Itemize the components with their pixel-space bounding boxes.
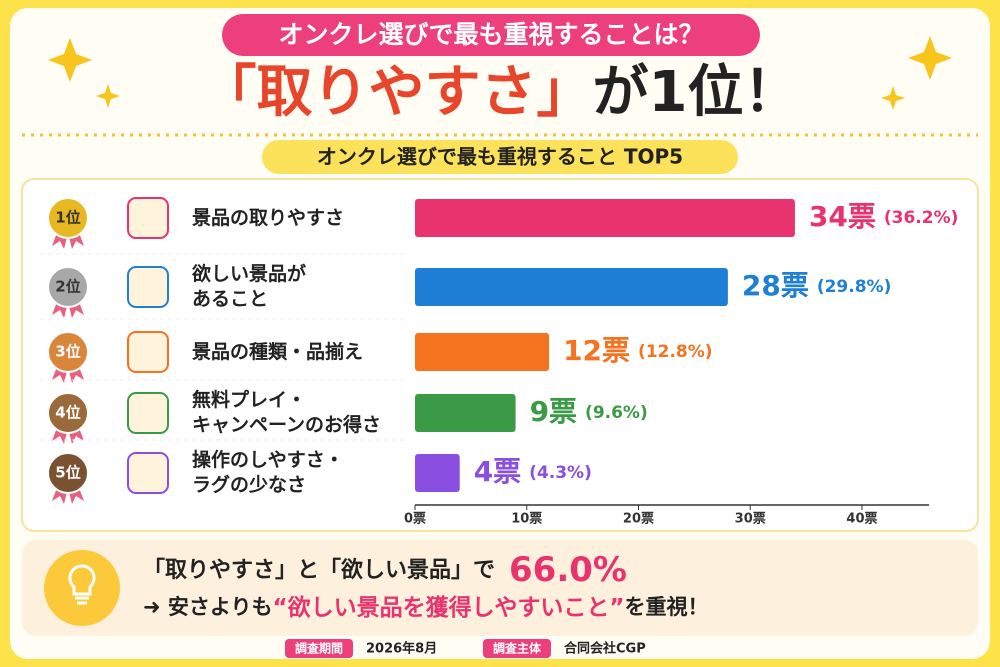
bulb-glyph [68, 564, 96, 605]
category-label: 景品の取りやすさ [192, 206, 345, 229]
footer-value: 2026年8月 [366, 641, 437, 657]
x-tick-label: 20票 [623, 511, 654, 527]
bar [415, 268, 728, 306]
category-icon [127, 266, 169, 308]
category-icon [127, 452, 169, 494]
value-label: 34票 (36.2%) [809, 200, 959, 233]
value-label: 4票 (4.3%) [474, 455, 592, 488]
rank-label: 5位 [55, 464, 80, 482]
bulb-icon [44, 550, 120, 626]
category-icon [127, 331, 169, 373]
medal [47, 331, 89, 373]
footer-pill [483, 639, 551, 658]
share-text: (36.2%) [884, 208, 959, 228]
summary-line1: 「取りやすさ」と「欲しい景品」で 66.0% [143, 550, 627, 590]
value-label: 28票 (29.8%) [742, 269, 892, 302]
medal [47, 266, 89, 308]
medal [47, 392, 89, 434]
chart-title: オンクレ選びで最も重視すること TOP5 [317, 145, 683, 169]
bar [415, 199, 795, 237]
headline-rest: が1位！ [593, 60, 800, 125]
summary-highlight: 66.0% [509, 550, 627, 590]
footer-label: 調査主体 [493, 641, 542, 656]
summary-panel [22, 540, 978, 636]
share-text: (4.3%) [529, 463, 592, 483]
share-text: (29.8%) [817, 277, 892, 297]
category-label: 操作のしやすさ・ ラグの少なさ [192, 449, 344, 496]
category-icon [127, 197, 169, 239]
category-label: 景品の種類・品揃え [192, 340, 364, 363]
summary-quote: “欲しい景品を獲得しやすいこと” [273, 594, 625, 621]
category-icon [127, 392, 169, 434]
banner-text: オンクレ選びで最も重視することは？ [278, 20, 703, 49]
summary-text: を重視！ [625, 595, 709, 619]
category-label: 無料プレイ・ キャンペーンのお得さ [192, 389, 382, 436]
headline-highlight: 「取りやすさ」 [201, 60, 593, 125]
rank-label: 3位 [55, 343, 80, 361]
value-text: 12票 [563, 334, 630, 367]
value-text: 9票 [530, 395, 577, 428]
share-text: (9.6%) [585, 403, 648, 423]
bar [415, 454, 460, 492]
bar [415, 333, 550, 371]
footer-value: 合同会社CGP [564, 641, 646, 657]
value-label: 12票 (12.8%) [563, 334, 713, 367]
share-text: (12.8%) [638, 342, 713, 362]
x-tick-label: 40票 [846, 511, 877, 527]
sparkles [48, 36, 952, 110]
footer-pill [285, 639, 353, 658]
medal [47, 452, 89, 494]
value-text: 34票 [809, 200, 876, 233]
summary-line2: ➜ 安さよりも“欲しい景品を獲得しやすいこと”を重視！ [143, 594, 709, 621]
category-label: 欲しい景品が あること [192, 263, 307, 310]
x-tick-label: 30票 [735, 511, 766, 527]
rank-label: 2位 [55, 278, 80, 296]
headline: 「取りやすさ」が1位！ [201, 60, 800, 125]
subtitle-pill [262, 140, 738, 174]
x-tick-label: 10票 [511, 511, 542, 527]
value-text: 4票 [474, 455, 521, 488]
medal [47, 197, 89, 239]
rank-label: 4位 [55, 404, 80, 422]
x-tick-label: 0票 [404, 511, 426, 527]
summary-text: ➜ 安さよりも [143, 595, 273, 619]
banner [222, 14, 760, 56]
rank-label: 1位 [55, 209, 80, 227]
summary-text: 「取りやすさ」と「欲しい景品」で [143, 557, 495, 583]
value-label: 9票 (9.6%) [530, 395, 648, 428]
bar [415, 394, 516, 432]
footer-label: 調査期間 [295, 641, 343, 656]
value-text: 28票 [742, 269, 809, 302]
